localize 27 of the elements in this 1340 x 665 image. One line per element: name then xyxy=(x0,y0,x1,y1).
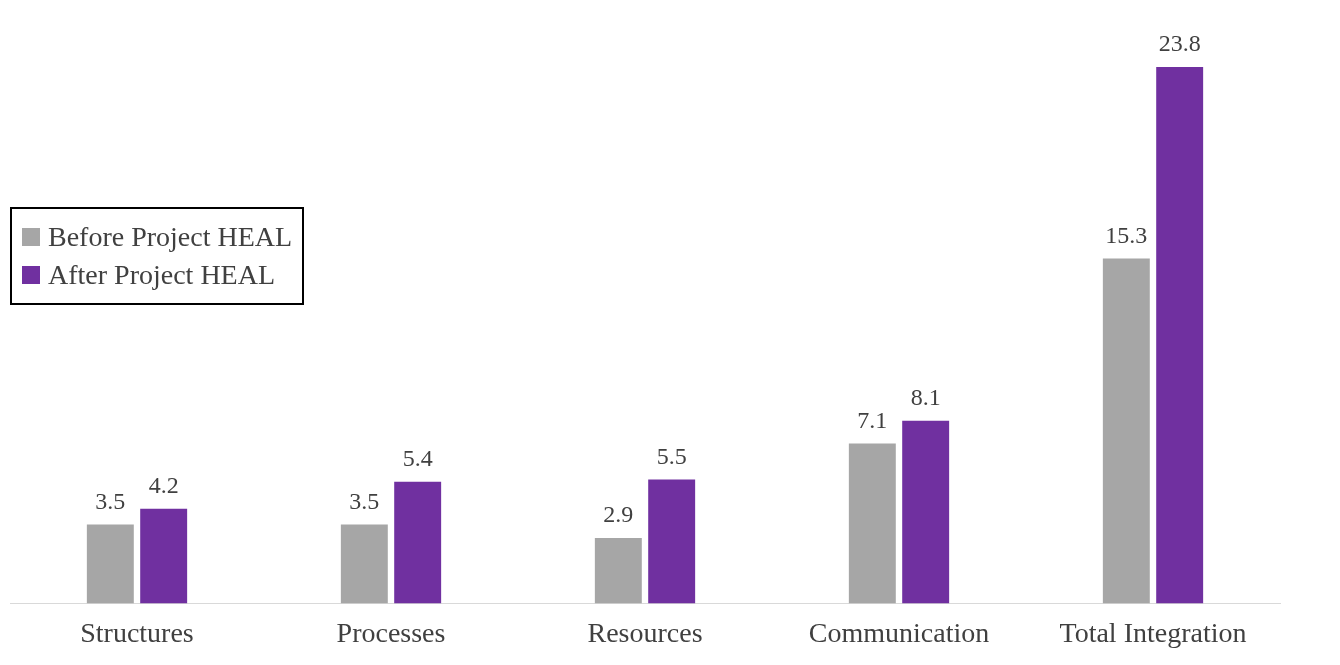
x-tick-label: Communication xyxy=(808,616,990,648)
bar xyxy=(394,481,442,604)
data-label: 8.1 xyxy=(910,384,941,411)
data-label: 23.8 xyxy=(1158,30,1201,57)
x-tick-label: Processes xyxy=(336,616,446,648)
data-label: 7.1 xyxy=(857,406,888,433)
data-label: 4.2 xyxy=(148,472,179,499)
data-label: 3.5 xyxy=(349,487,380,514)
bar xyxy=(1156,67,1204,604)
x-tick-label: Structures xyxy=(80,616,194,648)
bar xyxy=(848,443,896,604)
bar xyxy=(902,420,950,604)
data-label: 5.4 xyxy=(402,445,433,471)
x-tick-label: Total Integration xyxy=(1059,616,1247,648)
data-label: 5.5 xyxy=(656,442,687,469)
x-tick-label: Resources xyxy=(587,616,703,648)
legend-label: Before Project HEAL xyxy=(48,221,293,253)
data-label: 2.9 xyxy=(603,501,634,528)
data-label: 3.5 xyxy=(95,487,126,514)
legend-label: After Project HEAL xyxy=(48,259,276,291)
bar xyxy=(340,524,388,604)
bar xyxy=(140,508,188,604)
bar xyxy=(86,524,134,604)
bar xyxy=(594,538,642,604)
data-label: 15.3 xyxy=(1105,221,1148,248)
bar xyxy=(648,479,696,604)
bar xyxy=(1102,258,1150,604)
